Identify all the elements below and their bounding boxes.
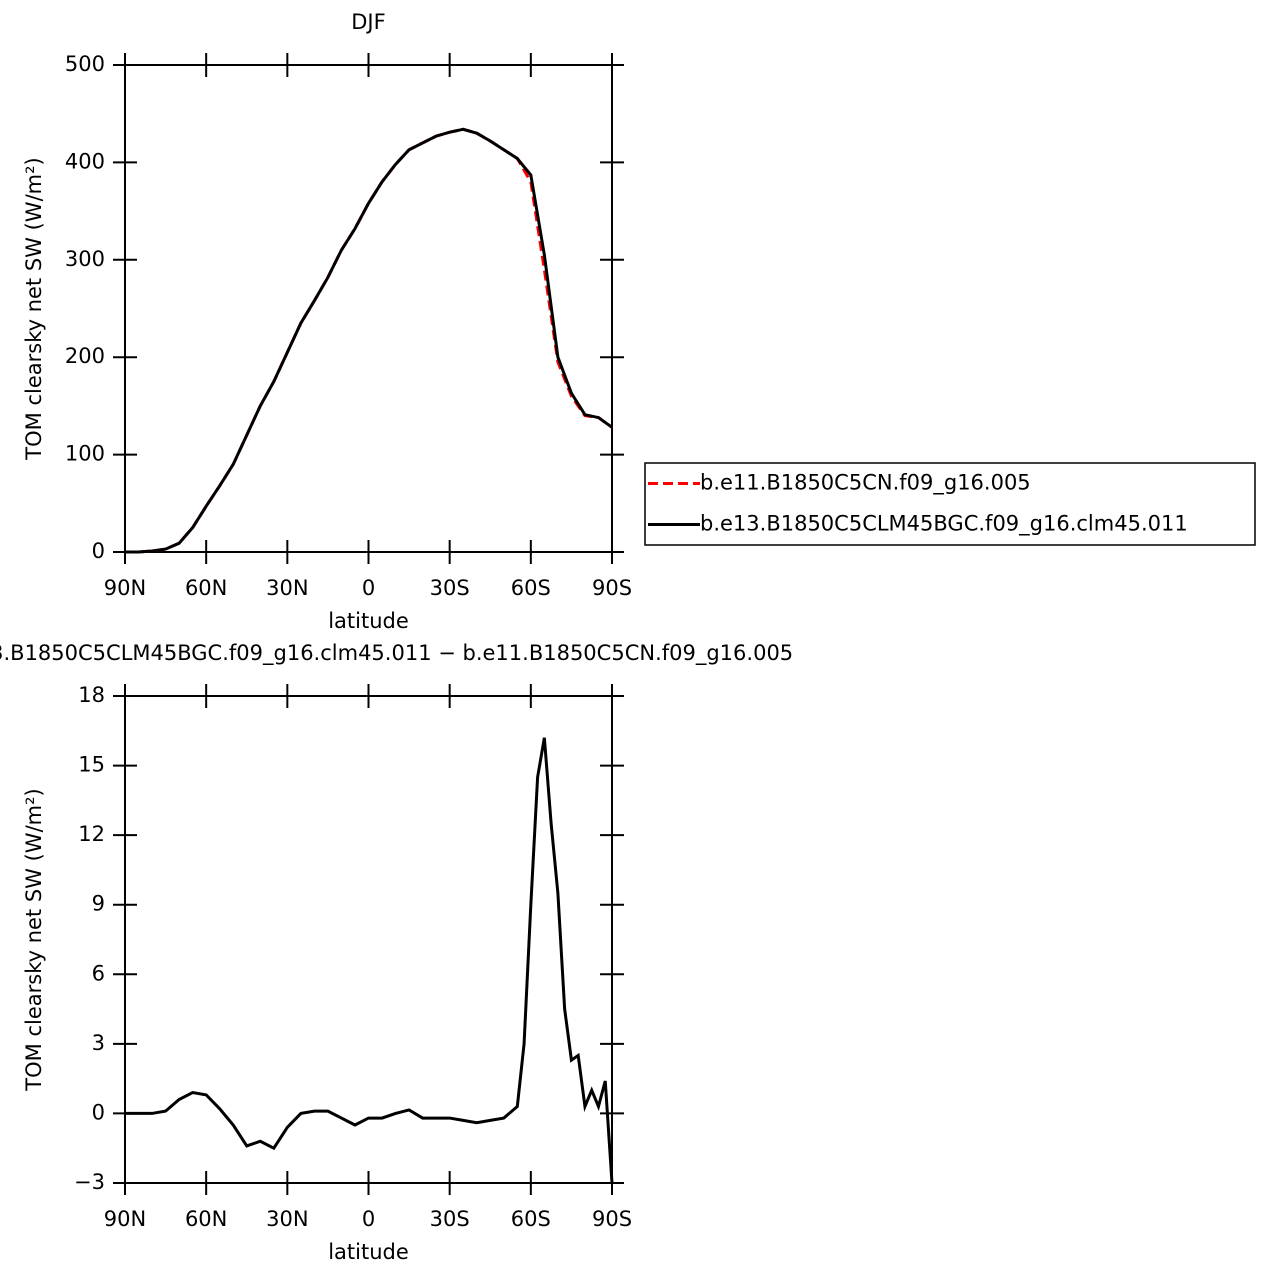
data-line (125, 127, 613, 554)
data-line (125, 737, 614, 1184)
data-line (125, 127, 613, 554)
x-tick-label: 60S (511, 576, 551, 600)
x-tick-label: 60N (185, 1207, 227, 1231)
x-tick-label: 90S (592, 1207, 632, 1231)
x-tick-label: 30N (266, 576, 308, 600)
y-tick-label: 300 (65, 247, 105, 271)
x-tick-label: 90N (104, 576, 146, 600)
y-tick-label: 100 (65, 442, 105, 466)
plot-frame (124, 64, 613, 553)
chart-title: DJF (351, 10, 385, 34)
x-tick-label: 30N (266, 1207, 308, 1231)
y-tick-label: 500 (65, 52, 105, 76)
legend-label: b.e13.B1850C5CLM45BGC.f09_g16.clm45.011 (700, 512, 1188, 537)
y-tick-label: 6 (92, 961, 105, 985)
y-axis-label: TOM clearsky net SW (W/m²) (22, 788, 46, 1091)
y-tick-label: 200 (65, 344, 105, 368)
legend-box (644, 462, 1256, 546)
y-tick-label: −3 (74, 1170, 105, 1194)
x-tick-label: 90S (592, 576, 632, 600)
x-tick-label: 60N (185, 576, 227, 600)
y-tick-label: 400 (65, 149, 105, 173)
x-axis-label: latitude (328, 609, 409, 633)
y-axis-label: TOM clearsky net SW (W/m²) (22, 157, 46, 460)
x-tick-label: 30S (430, 576, 470, 600)
y-tick-label: 18 (78, 683, 105, 707)
x-tick-label: 30S (430, 1207, 470, 1231)
y-tick-label: 9 (92, 892, 105, 916)
x-axis-label: latitude (328, 1240, 409, 1264)
chart-title: b.e13.B1850C5CLM45BGC.f09_g16.clm45.011 … (0, 641, 793, 666)
y-tick-label: 3 (92, 1031, 105, 1055)
x-tick-label: 0 (362, 576, 375, 600)
legend-label: b.e11.B1850C5CN.f09_g16.005 (700, 471, 1031, 496)
x-tick-label: 0 (362, 1207, 375, 1231)
y-tick-label: 12 (78, 822, 105, 846)
y-tick-label: 15 (78, 753, 105, 777)
y-tick-label: 0 (92, 1100, 105, 1124)
x-tick-label: 60S (511, 1207, 551, 1231)
x-tick-label: 90N (104, 1207, 146, 1231)
y-tick-label: 0 (92, 539, 105, 563)
